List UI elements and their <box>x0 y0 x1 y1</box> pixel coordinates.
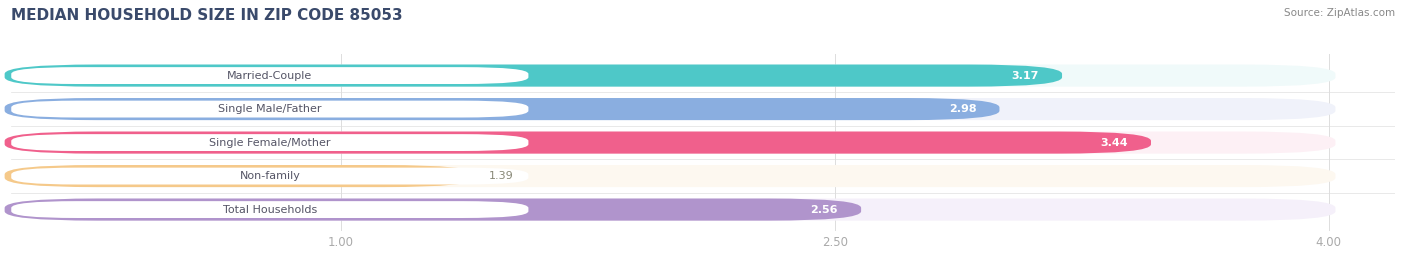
FancyBboxPatch shape <box>11 168 529 185</box>
FancyBboxPatch shape <box>4 65 1336 87</box>
FancyBboxPatch shape <box>4 65 1062 87</box>
FancyBboxPatch shape <box>4 132 1336 154</box>
Text: 3.44: 3.44 <box>1101 137 1128 148</box>
Text: MEDIAN HOUSEHOLD SIZE IN ZIP CODE 85053: MEDIAN HOUSEHOLD SIZE IN ZIP CODE 85053 <box>11 8 404 23</box>
Text: Source: ZipAtlas.com: Source: ZipAtlas.com <box>1284 8 1395 18</box>
Text: 2.98: 2.98 <box>949 104 976 114</box>
FancyBboxPatch shape <box>4 165 475 187</box>
FancyBboxPatch shape <box>11 201 529 218</box>
FancyBboxPatch shape <box>4 199 860 221</box>
Text: 1.39: 1.39 <box>489 171 513 181</box>
Text: Single Male/Father: Single Male/Father <box>218 104 322 114</box>
FancyBboxPatch shape <box>4 132 1152 154</box>
FancyBboxPatch shape <box>11 134 529 151</box>
Text: Non-family: Non-family <box>239 171 301 181</box>
Text: Married-Couple: Married-Couple <box>228 70 312 81</box>
FancyBboxPatch shape <box>11 67 529 84</box>
FancyBboxPatch shape <box>4 165 1336 187</box>
Text: Single Female/Mother: Single Female/Mother <box>209 137 330 148</box>
FancyBboxPatch shape <box>11 101 529 118</box>
FancyBboxPatch shape <box>4 199 1336 221</box>
FancyBboxPatch shape <box>4 98 1000 120</box>
Text: Total Households: Total Households <box>222 204 316 215</box>
FancyBboxPatch shape <box>4 98 1336 120</box>
Text: 2.56: 2.56 <box>810 204 838 215</box>
Text: 3.17: 3.17 <box>1012 70 1039 81</box>
